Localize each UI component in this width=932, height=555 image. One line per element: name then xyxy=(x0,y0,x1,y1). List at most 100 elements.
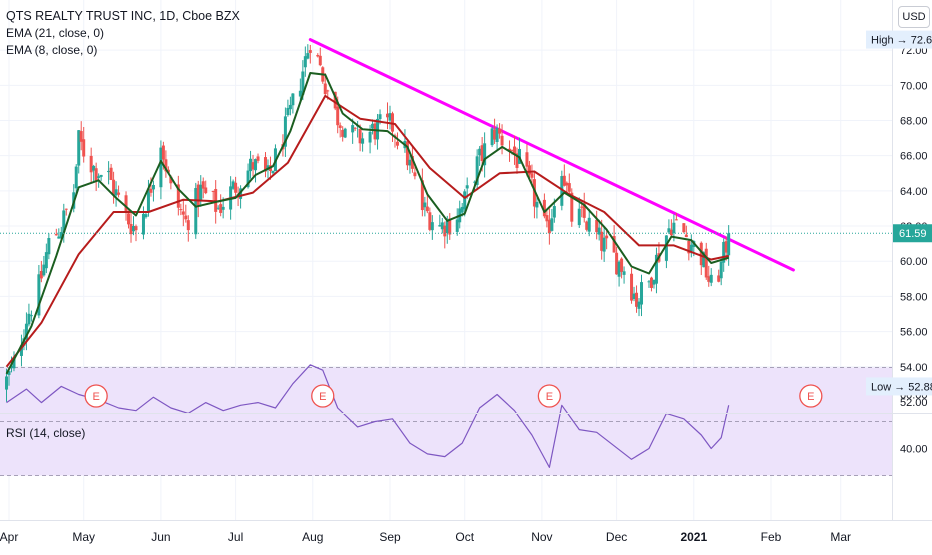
candle-body xyxy=(338,125,342,128)
earnings-marker[interactable]: E xyxy=(537,384,562,408)
candle-body xyxy=(640,282,644,305)
candle xyxy=(547,208,551,245)
ema8-line xyxy=(5,72,729,375)
candle-body xyxy=(62,210,66,233)
candle-body xyxy=(530,173,534,178)
candle xyxy=(254,158,258,183)
candle-body xyxy=(37,274,41,316)
time-tick-label: Dec xyxy=(606,530,627,544)
candle-body xyxy=(371,123,375,129)
rsi-line xyxy=(6,364,730,468)
candle xyxy=(535,196,539,219)
time-tick-label: Oct xyxy=(455,530,474,544)
candle xyxy=(699,241,703,275)
resistance-trendline[interactable] xyxy=(308,38,795,272)
candle-body xyxy=(498,128,502,134)
candle-body xyxy=(602,237,606,252)
candle-body xyxy=(151,185,155,190)
candle xyxy=(395,132,399,150)
candle xyxy=(283,107,287,157)
candle xyxy=(92,164,96,183)
earnings-circle[interactable] xyxy=(537,384,562,408)
candle-body xyxy=(707,276,711,282)
currency-button[interactable]: USD xyxy=(898,6,930,28)
price-tick-label: 70.00 xyxy=(900,80,928,92)
candle-body xyxy=(669,229,673,236)
candle xyxy=(622,266,626,284)
candle-body xyxy=(199,184,203,202)
candle xyxy=(478,146,482,166)
earnings-letter: E xyxy=(92,391,99,403)
candle xyxy=(493,118,497,144)
earnings-circle[interactable] xyxy=(799,384,823,408)
candle xyxy=(475,149,479,191)
candle-body xyxy=(326,90,330,92)
candle xyxy=(490,126,494,148)
candle xyxy=(565,181,569,194)
candle-body xyxy=(219,204,223,213)
candle-body xyxy=(674,219,678,221)
candle xyxy=(117,185,121,198)
candle xyxy=(288,96,292,116)
candle xyxy=(219,194,223,217)
candle xyxy=(376,113,380,150)
candle xyxy=(176,175,180,216)
trendline-layer[interactable] xyxy=(308,38,795,272)
candle-body xyxy=(194,188,198,235)
earnings-marker[interactable]: E xyxy=(799,384,823,408)
candle-body xyxy=(114,189,118,196)
candle-body xyxy=(570,192,574,222)
candle-body xyxy=(254,159,258,171)
candle-body xyxy=(298,90,302,97)
candle xyxy=(42,255,46,277)
candle-body xyxy=(709,274,713,283)
candle-body xyxy=(59,232,63,239)
candle-body xyxy=(146,188,150,213)
low-callout: Low → 52.88 xyxy=(866,377,932,396)
candle-body xyxy=(390,113,394,132)
candle-body xyxy=(7,371,11,375)
candle-body xyxy=(124,195,128,213)
candle-body xyxy=(612,236,616,253)
candle-body xyxy=(216,207,220,209)
candle-body xyxy=(483,143,487,166)
earnings-circle[interactable] xyxy=(84,384,108,408)
candle xyxy=(689,234,693,258)
candle xyxy=(114,181,118,207)
candle xyxy=(204,180,208,195)
candle xyxy=(54,228,58,236)
candle-body xyxy=(82,139,86,157)
candle-body xyxy=(515,153,519,168)
candle xyxy=(585,220,589,232)
candle-body xyxy=(112,179,116,196)
candle-body xyxy=(545,215,549,222)
earnings-marker[interactable]: E xyxy=(84,384,108,408)
candle-body xyxy=(376,118,380,140)
candle-body xyxy=(341,129,345,137)
candle xyxy=(647,280,651,288)
candle-body xyxy=(12,358,16,369)
candle-body xyxy=(308,50,312,53)
candle-body xyxy=(92,165,96,171)
candle xyxy=(353,127,357,131)
price-tick-label: 54.00 xyxy=(900,362,928,374)
candle-body xyxy=(181,211,185,215)
candle xyxy=(251,154,255,177)
rsi-layer xyxy=(6,364,730,468)
candle-body xyxy=(169,176,173,184)
candle-body xyxy=(689,244,693,252)
earnings-marker[interactable]: E xyxy=(311,384,335,408)
earnings-circle[interactable] xyxy=(311,384,335,408)
candle-body xyxy=(221,206,225,210)
candle-body xyxy=(717,275,721,282)
candle xyxy=(298,78,302,102)
candle xyxy=(430,215,434,240)
candle-body xyxy=(316,55,320,57)
candle-body xyxy=(635,292,639,307)
candle-body xyxy=(79,131,83,142)
candle-body xyxy=(687,240,691,254)
